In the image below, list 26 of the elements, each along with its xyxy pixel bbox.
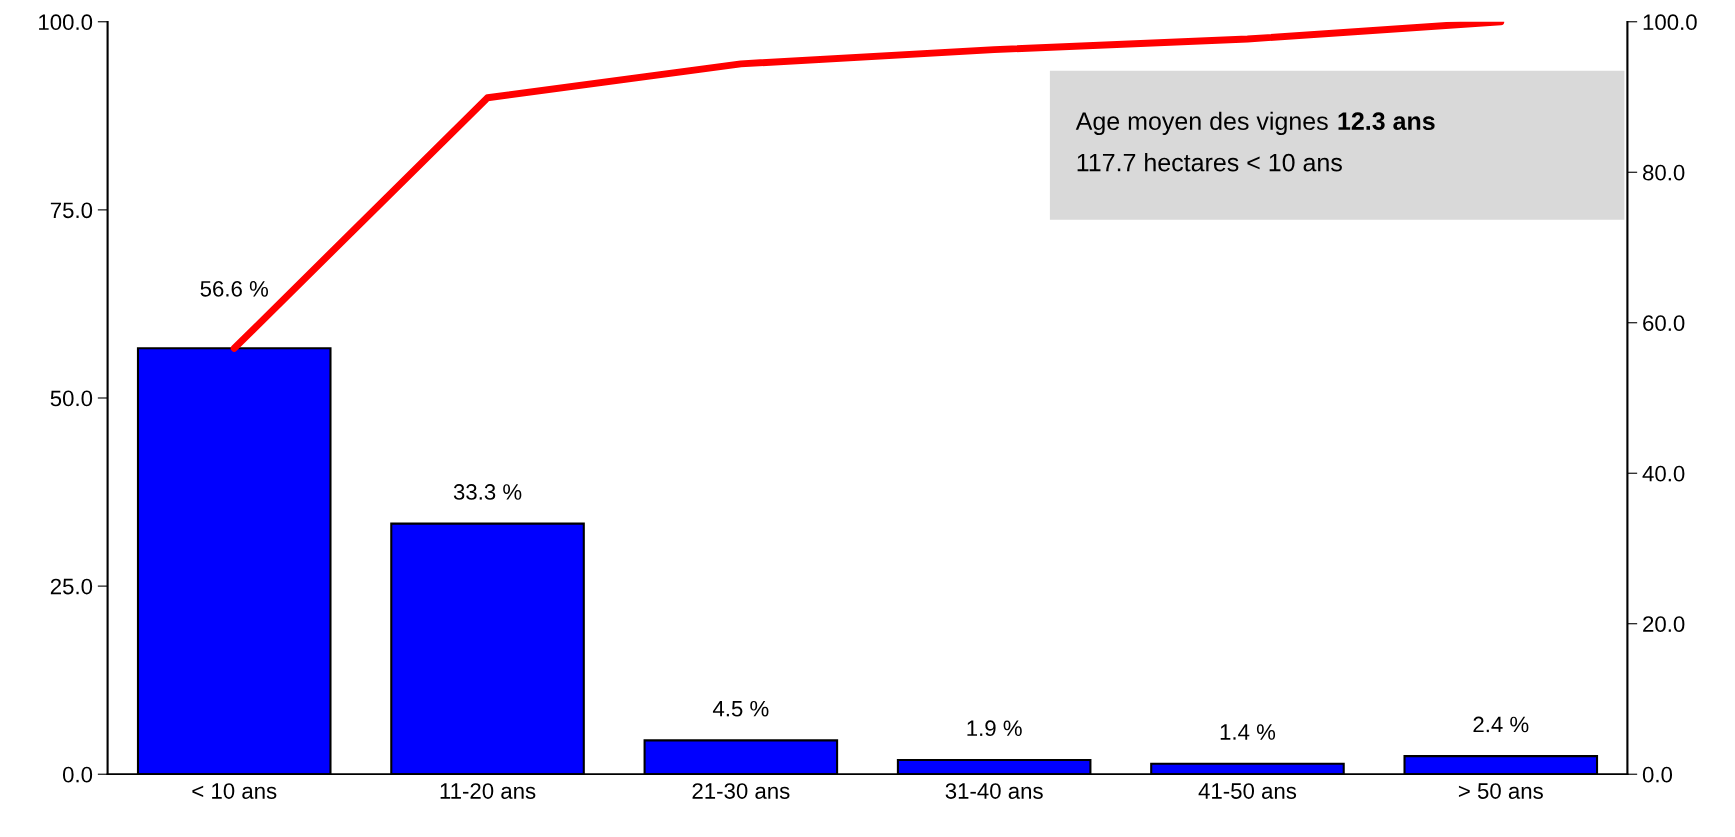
y-tick-label: 75.0 <box>50 202 93 219</box>
x-tick-label: 41-50 ans <box>1198 783 1297 799</box>
data-label: 2.4 % <box>1473 716 1529 733</box>
data-label: 1.9 % <box>967 720 1022 737</box>
x-tick-label: < 10 ans <box>192 783 277 799</box>
x-tick-label: 21-30 ans <box>692 783 790 799</box>
y-tick-label: 50.0 <box>50 390 93 407</box>
y2-tick-label: 0.0 <box>1642 766 1673 783</box>
y-tick-label: 0.0 <box>62 766 93 783</box>
data-label: 33.3 % <box>453 484 522 500</box>
annotation: 117.7 hectares < 10 ans <box>1077 153 1342 172</box>
annotation: Age moyen des vignes <box>1075 111 1328 135</box>
data-label: 4.5 % <box>712 700 769 717</box>
y2-tick-label: 80.0 <box>1642 164 1685 181</box>
x-tick-label: 11-20 ans <box>440 783 536 799</box>
y2-tick-label: 40.0 <box>1642 465 1685 482</box>
annotation: 12.3 ans <box>1338 112 1435 131</box>
data-label: 56.6 % <box>200 280 269 297</box>
y-tick-label: 100.0 <box>39 14 93 31</box>
y2-tick-label: 20.0 <box>1643 616 1685 632</box>
data-label: 1.4 % <box>1220 724 1276 740</box>
y2-tick-label: 60.0 <box>1643 315 1685 332</box>
y-tick-label: 25.0 <box>50 578 93 595</box>
x-tick-label: 31-40 ans <box>945 783 1043 799</box>
y2-tick-label: 100.0 <box>1643 14 1697 31</box>
x-tick-label: > 50 ans <box>1458 783 1543 799</box>
